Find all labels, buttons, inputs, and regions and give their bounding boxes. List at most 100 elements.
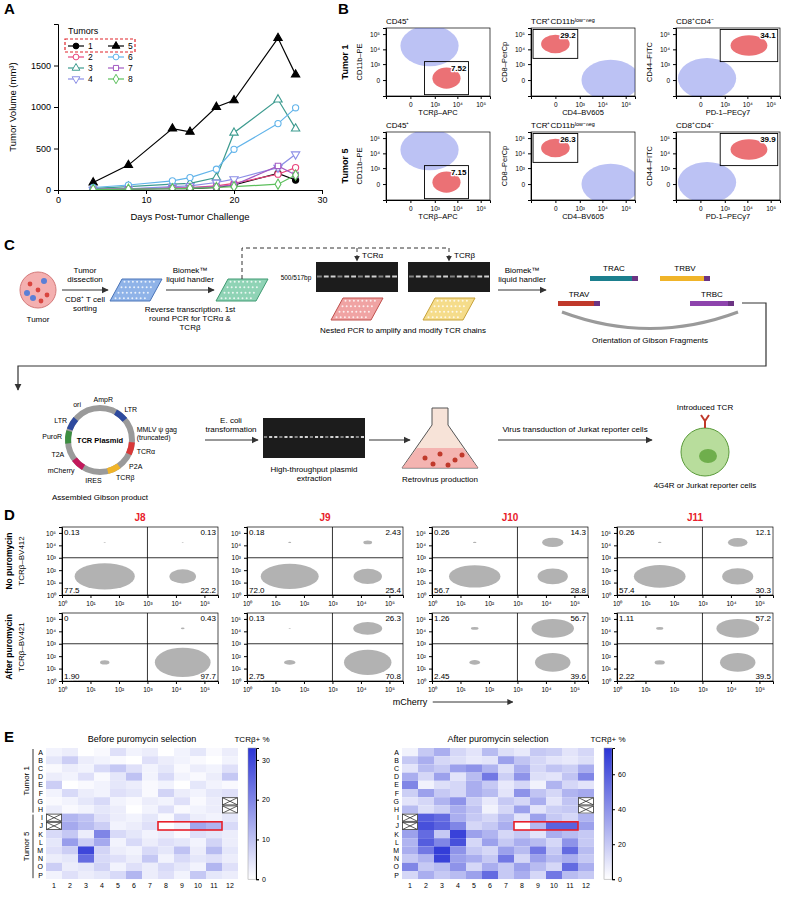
- tick-label: 10³: [417, 554, 427, 561]
- tick-label: 10⁵: [231, 616, 241, 623]
- quadrant-percent: 57.2: [755, 614, 771, 623]
- heatmap-cell: [546, 838, 562, 846]
- tick-mark: [546, 681, 547, 684]
- axis: 010³10⁴10⁵: [532, 200, 636, 212]
- tick-label: 10⁴: [515, 46, 525, 53]
- heatmap-cell: [546, 805, 562, 813]
- well: [358, 305, 360, 307]
- quadrant-percent: 0.43: [200, 614, 216, 623]
- plasmid-feature: P2A: [129, 463, 143, 470]
- plasmid-segment: [126, 442, 135, 455]
- heatmap-cell: [578, 855, 594, 863]
- tick-label: 10⁰: [428, 686, 438, 693]
- axis: 010³10⁴10⁵: [515, 133, 532, 201]
- row-label: L: [395, 839, 399, 846]
- heatmap-cell: [142, 846, 158, 854]
- heatmap-cell: [530, 781, 546, 789]
- heatmap-cell: [62, 797, 78, 805]
- gel-band: [290, 436, 293, 438]
- series-line: [93, 38, 295, 182]
- population-cloud: [353, 622, 382, 635]
- well-plate: [423, 298, 475, 320]
- heatmap-cell: [206, 822, 222, 830]
- heatmap-cell: [78, 789, 94, 797]
- marker: [291, 124, 299, 131]
- tick-label: 10⁴: [171, 600, 181, 607]
- text-line: High-throughput plasmid: [270, 465, 357, 474]
- column-header: J8: [134, 512, 146, 523]
- arrow: [369, 439, 410, 440]
- tick-mark: [489, 595, 490, 598]
- panel-letter: C: [4, 236, 15, 253]
- heatmap-cell: [110, 863, 126, 871]
- heatmap-cell: [142, 781, 158, 789]
- gel-band: [346, 436, 349, 438]
- tick-label: 10⁵: [601, 616, 611, 623]
- well: [364, 311, 366, 313]
- quadrant-line: [702, 527, 703, 595]
- legend-marker: [73, 54, 79, 60]
- axis-title: CD11b–PE: [355, 148, 364, 185]
- column-label: 7: [504, 882, 508, 889]
- heatmap-cell: [578, 789, 594, 797]
- heatmap-cell: [482, 814, 498, 822]
- well: [352, 316, 354, 318]
- tick: 10⁴: [598, 200, 608, 212]
- tick-mark: [517, 681, 518, 684]
- heatmap-cell: [46, 756, 62, 764]
- column-label: 2: [424, 882, 428, 889]
- heatmap-cell: [126, 781, 142, 789]
- quadrant-line: [432, 557, 588, 558]
- well: [118, 292, 120, 294]
- plate-body: [110, 279, 162, 301]
- heatmap-cell: [466, 756, 482, 764]
- highlight-box: [158, 822, 222, 830]
- row-label: A: [394, 749, 399, 756]
- series-line: [93, 108, 295, 188]
- tick-mark: [59, 583, 62, 584]
- tick: 10⁵: [766, 96, 776, 108]
- tick-mark: [54, 190, 58, 191]
- gel-band: [274, 436, 277, 438]
- population-cloud: [722, 568, 753, 584]
- axis: 10⁰10¹10²10³10⁴10⁵: [58, 681, 219, 693]
- tick: 10⁴: [356, 681, 366, 693]
- tick-mark: [759, 681, 760, 684]
- text-line: IRES: [85, 477, 102, 484]
- flask: [402, 408, 478, 468]
- heatmap-cell: [562, 805, 578, 813]
- tick-mark: [429, 669, 432, 670]
- tick-mark: [481, 200, 482, 203]
- gel-band: [295, 436, 298, 438]
- axis-line: [63, 682, 219, 685]
- highlight-box: [514, 822, 578, 830]
- tick-mark: [119, 595, 120, 598]
- population-cloud: [728, 538, 748, 547]
- axis: 10⁰10¹10²10³10⁴10⁵: [46, 614, 63, 685]
- tick-mark: [759, 595, 760, 598]
- heatmap-cell: [46, 797, 62, 805]
- plasmid-segment: [65, 430, 72, 443]
- tick-label: 10³: [232, 640, 242, 647]
- tick: 10²: [115, 681, 125, 693]
- tick-label: 10¹: [417, 579, 427, 586]
- population-cloud: [656, 627, 663, 630]
- quadrant-percent: 0.13: [64, 528, 80, 537]
- heatmap-cell: [94, 830, 110, 838]
- heatmap-cell: [466, 773, 482, 781]
- gel-band: [416, 276, 421, 278]
- virus-particle: [446, 463, 451, 468]
- tick-mark: [702, 595, 703, 598]
- tick-mark: [59, 570, 62, 571]
- heatmap-cell: [62, 863, 78, 871]
- gel-band: [356, 436, 359, 438]
- heatmap-cell: [498, 822, 514, 830]
- tick-label: 10⁵: [231, 530, 241, 537]
- tick-mark: [614, 570, 617, 571]
- label: Assembled Gibson product: [52, 493, 149, 502]
- heatmap-cell: [174, 871, 190, 879]
- column-label: 7: [148, 882, 152, 889]
- heatmap-cell: [142, 773, 158, 781]
- plot-frame: [247, 527, 403, 595]
- tick-label: 10³: [371, 165, 381, 172]
